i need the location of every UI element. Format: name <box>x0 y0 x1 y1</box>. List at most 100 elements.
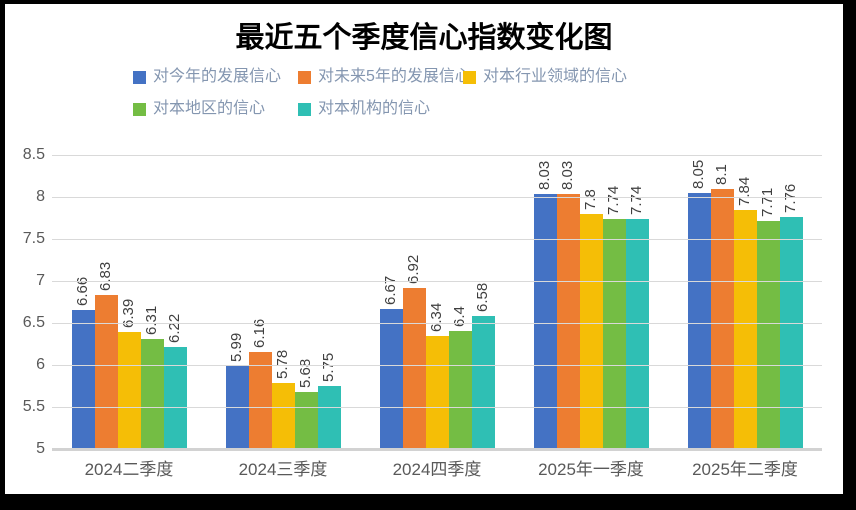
legend-swatch-icon <box>298 70 311 84</box>
bar-slot: 7.74 <box>602 186 626 449</box>
bar-slot: 5.68 <box>294 359 318 449</box>
bar-value-label: 8.1 <box>713 163 730 185</box>
bar-value-label: 8.03 <box>536 161 553 191</box>
bar <box>248 351 272 449</box>
bar-slot: 6.83 <box>94 262 118 449</box>
category-label: 2025年二季度 <box>692 460 798 479</box>
plot-area: 6.66 6.83 6.39 6.31 6.22 5.99 6.16 5.78 5.68 5.75… <box>23 146 822 457</box>
bar-value-label: 6.4 <box>451 306 468 328</box>
bar-value-label: 8.03 <box>559 161 576 191</box>
bar-slot: 5.78 <box>271 350 295 449</box>
x-axis-line <box>52 448 822 451</box>
category-label: 2024二季度 <box>84 460 174 479</box>
y-tick-label: 8.5 <box>22 146 45 163</box>
bar-value-label: 7.74 <box>605 185 622 215</box>
legend-item: 对今年的发展信心 <box>133 67 298 87</box>
bar-slot: 8.1 <box>710 164 734 449</box>
y-tick-label: 6 <box>36 356 45 373</box>
bar-slot: 7.71 <box>756 188 780 449</box>
bar <box>294 391 318 449</box>
bar-slot: 6.31 <box>140 306 164 449</box>
bar-slot: 6.16 <box>248 318 272 449</box>
bar-slot: 6.66 <box>71 276 95 449</box>
bar-slot: 6.92 <box>402 255 426 449</box>
page-title: 最近五个季度信心指数变化图 <box>235 20 613 54</box>
bar-value-label: 8.05 <box>690 159 707 189</box>
bar-value-label: 5.68 <box>297 358 314 388</box>
legend-label: 对本地区的信心 <box>153 100 266 117</box>
bar-group: 6.66 6.83 6.39 6.31 6.22 <box>52 155 206 449</box>
chart-canvas: 最近五个季度信心指数变化图 对今年的发展信心 对未来5年的发展信心 对本行业领域的信… <box>5 4 843 494</box>
bar-value-label: 6.58 <box>474 283 491 313</box>
bar-slot: 8.03 <box>556 161 580 449</box>
bar-value-label: 6.67 <box>382 275 399 305</box>
bar <box>271 383 295 449</box>
gridline <box>52 323 822 324</box>
legend-swatch-icon <box>133 102 146 116</box>
bar-value-label: 7.74 <box>628 185 645 215</box>
bar <box>625 218 649 449</box>
bar <box>117 332 141 449</box>
y-tick-label: 7 <box>36 272 45 289</box>
bar-value-label: 6.34 <box>428 303 445 333</box>
bar <box>687 192 711 449</box>
bar-slot: 8.03 <box>533 161 557 449</box>
bar-slot: 7.74 <box>625 186 649 449</box>
bar <box>756 221 780 449</box>
bar <box>94 295 118 449</box>
bar <box>317 386 341 449</box>
bar <box>533 194 557 449</box>
bar-value-label: 5.99 <box>228 332 245 362</box>
category-label: 2024三季度 <box>238 460 328 479</box>
bar-slot: 6.34 <box>425 303 449 449</box>
bar-group: 8.03 8.03 7.8 7.74 7.74 <box>514 155 668 449</box>
y-tick-label: 6.5 <box>22 314 45 331</box>
bar-slot: 6.67 <box>379 276 403 449</box>
y-tick-label: 5 <box>36 440 45 457</box>
bar-groups: 6.66 6.83 6.39 6.31 6.22 5.99 6.16 5.78 5.68 5.75… <box>52 155 822 449</box>
bar-slot: 8.05 <box>687 160 711 449</box>
bar <box>140 338 164 449</box>
gridline <box>52 281 822 282</box>
bar-value-label: 7.8 <box>582 188 599 210</box>
y-tick-label: 7.5 <box>22 230 45 247</box>
bar <box>425 336 449 449</box>
legend-swatch-icon <box>298 102 311 116</box>
bar-slot: 7.76 <box>779 184 803 449</box>
legend-swatch-icon <box>133 70 146 84</box>
bar <box>556 194 580 449</box>
bar <box>710 188 734 449</box>
gridline <box>52 365 822 366</box>
legend-label: 对未来5年的发展信心 <box>318 68 471 85</box>
bar-slot: 5.75 <box>317 353 341 449</box>
bar-slot: 6.39 <box>117 299 141 449</box>
bar-slot: 6.4 <box>448 307 472 449</box>
legend-label: 对今年的发展信心 <box>153 68 282 85</box>
category-label: 2025年一季度 <box>538 460 644 479</box>
category-label: 2024四季度 <box>392 460 482 479</box>
legend-item: 对本行业领域的信心 <box>463 67 627 87</box>
bar <box>602 218 626 449</box>
bar-group: 8.05 8.1 7.84 7.71 7.76 <box>668 155 822 449</box>
y-tick-label: 5.5 <box>22 398 45 415</box>
bar <box>448 331 472 449</box>
bar <box>379 308 403 449</box>
x-axis-labels: 2024二季度 2024三季度 2024四季度 2025年一季度 2025年二季度 <box>52 459 822 481</box>
bar-group: 6.67 6.92 6.34 6.4 6.58 <box>360 155 514 449</box>
bar <box>402 287 426 449</box>
legend-swatch-icon <box>463 70 476 84</box>
bar <box>733 210 757 449</box>
gridline <box>52 239 822 240</box>
legend-label: 对本行业领域的信心 <box>483 68 628 85</box>
gridline <box>52 155 822 156</box>
legend-item: 对未来5年的发展信心 <box>298 67 471 87</box>
bar <box>71 309 95 449</box>
legend-item: 对本地区的信心 <box>133 99 298 119</box>
bar-value-label: 7.84 <box>736 177 753 207</box>
bar-value-label: 6.31 <box>143 305 160 335</box>
bar-slot: 6.22 <box>163 313 187 449</box>
bar-slot: 7.84 <box>733 177 757 449</box>
gridline <box>52 197 822 198</box>
y-tick-label: 8 <box>36 188 45 205</box>
bar <box>779 217 803 449</box>
